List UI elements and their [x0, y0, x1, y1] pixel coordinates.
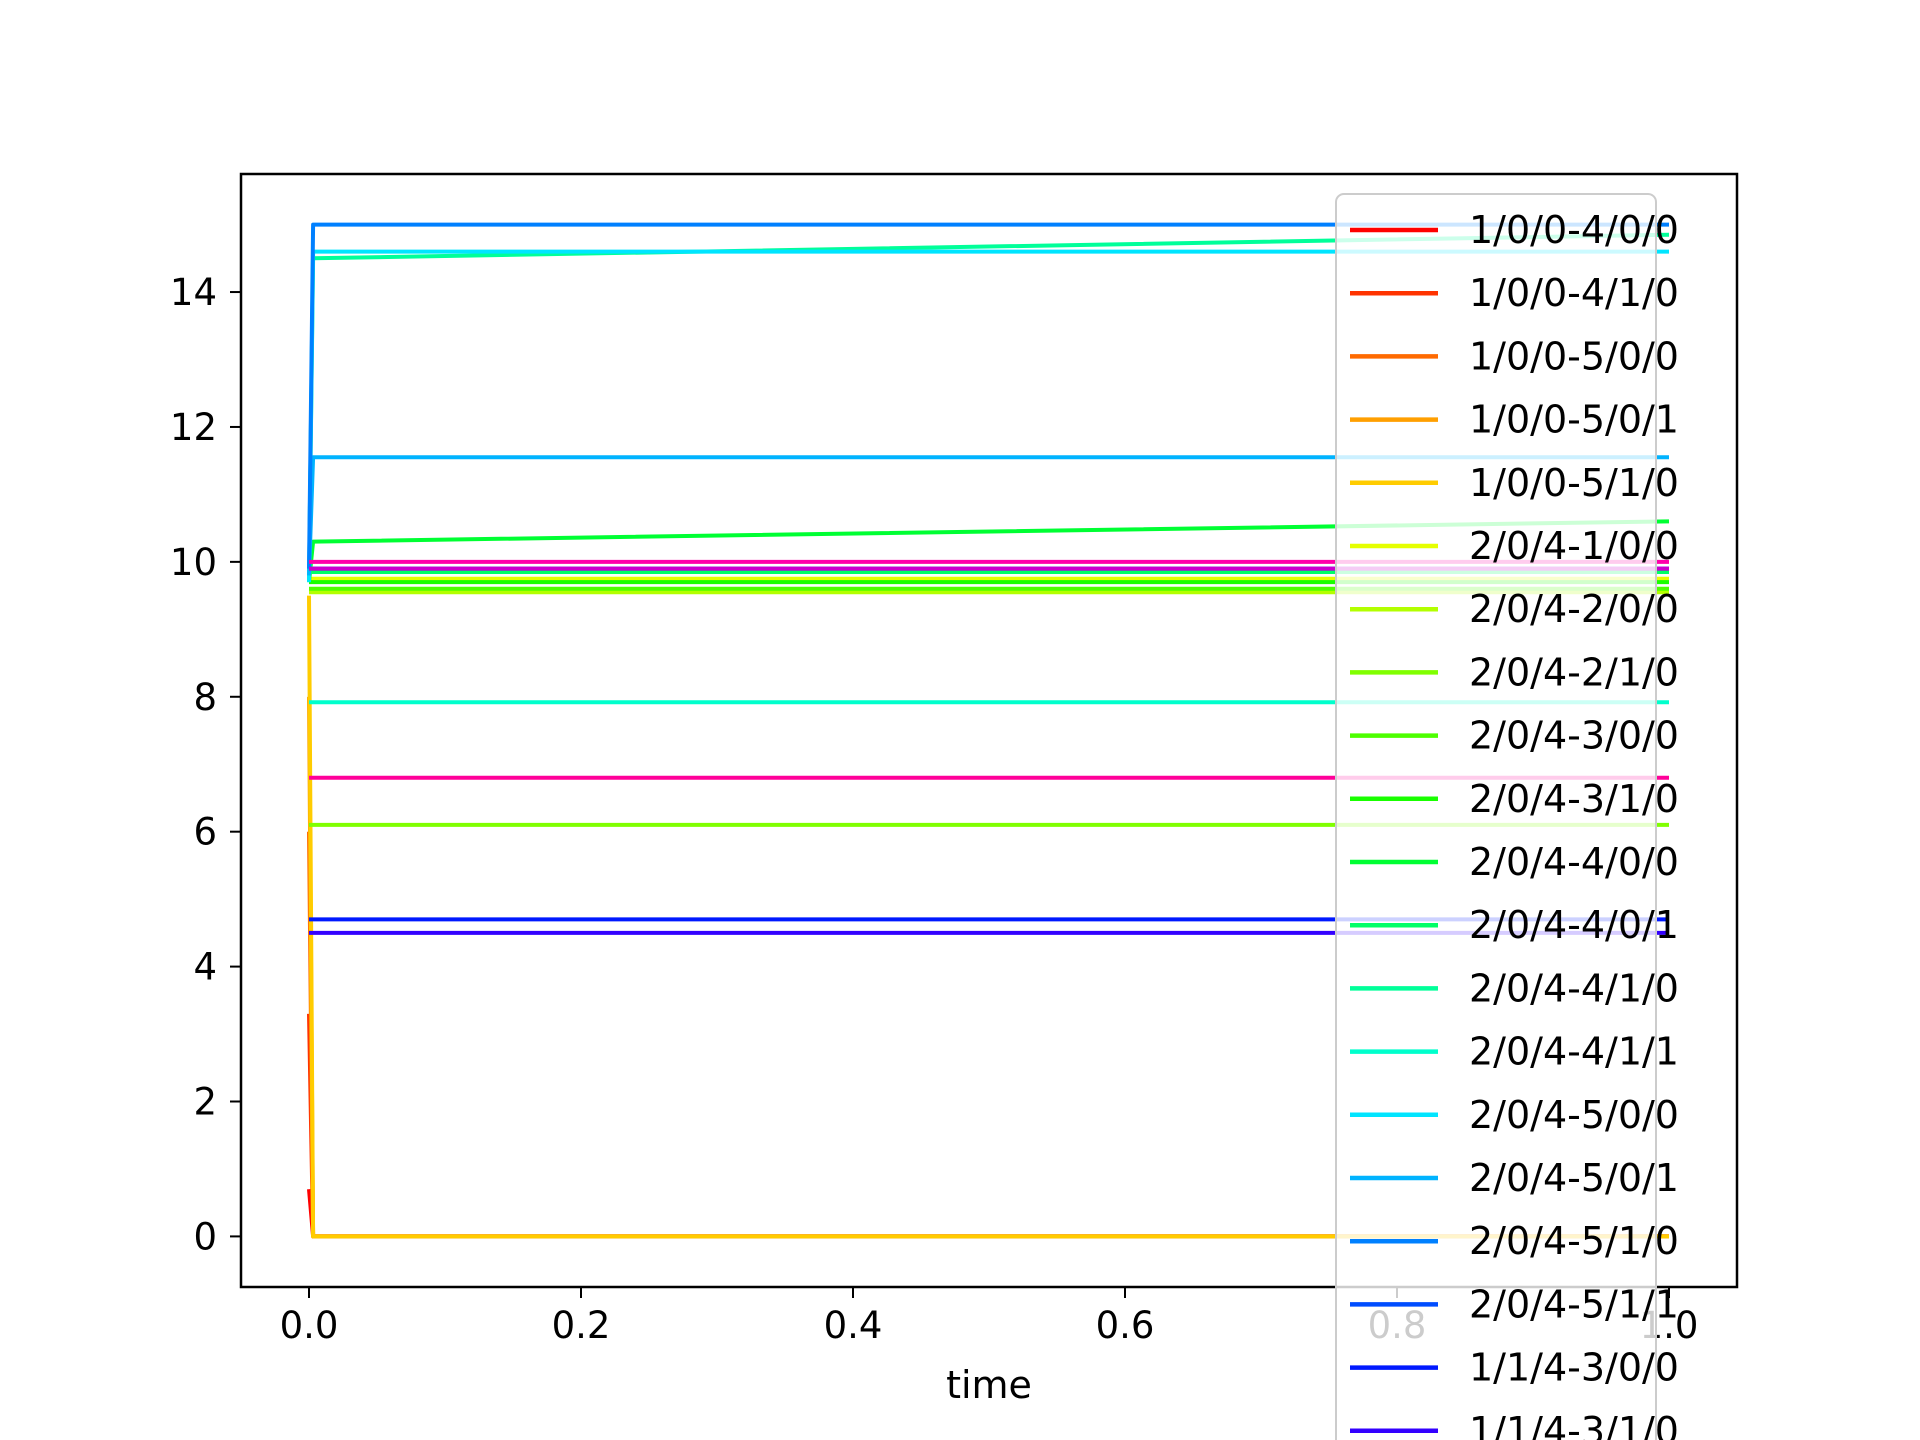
legend-entry: 2/0/4-2/0/0 — [1469, 587, 1679, 631]
x-tick-label: 0.0 — [280, 1304, 339, 1347]
x-tick-label: 0.2 — [552, 1304, 611, 1347]
plot-frame — [239, 172, 1739, 1289]
y-tick-label: 8 — [193, 676, 217, 719]
y-tick-label: 14 — [170, 271, 217, 314]
legend-entry: 2/0/4-1/0/0 — [1469, 524, 1679, 568]
y-tick-label: 2 — [193, 1081, 217, 1124]
x-tick-label: 0.6 — [1096, 1304, 1155, 1347]
legend-entry: 2/0/4-3/0/0 — [1469, 714, 1679, 758]
legend-entry: 2/0/4-4/1/0 — [1469, 966, 1679, 1010]
legend-entry: 2/0/4-3/1/0 — [1469, 777, 1679, 821]
legend-entry: 2/0/4-2/1/0 — [1469, 650, 1679, 694]
series-line-5 — [307, 595, 1669, 1239]
legend-entry: 1/0/0-5/0/1 — [1469, 398, 1679, 442]
x-axis-label: time — [946, 1363, 1032, 1407]
legend-entry: 1/0/0-5/1/0 — [1469, 461, 1679, 505]
legend-entry: 2/0/4-5/1/1 — [1469, 1282, 1679, 1326]
legend-entry: 1/1/4-3/1/0 — [1469, 1409, 1679, 1440]
legend-entry: 1/0/0-5/0/0 — [1469, 334, 1679, 378]
legend: 1/0/0-4/0/0 1/0/0-4/1/0 1/0/0-5/0/0 1/0/0-5… — [1335, 193, 1679, 1440]
legend-entry: 2/0/4-4/0/0 — [1469, 840, 1679, 884]
legend-entry: 2/0/4-4/1/1 — [1469, 1030, 1679, 1074]
y-tick-label: 12 — [170, 406, 217, 449]
legend-entry: 1/0/0-4/0/0 — [1469, 208, 1679, 252]
legend-entry: 2/0/4-5/0/1 — [1469, 1156, 1679, 1200]
y-tick-label: 4 — [193, 946, 217, 989]
legend-box — [1335, 193, 1657, 1440]
legend-entry: 2/0/4-4/0/1 — [1469, 903, 1679, 947]
series-line-17 — [307, 222, 1669, 569]
x-tick-label: 0.4 — [824, 1304, 883, 1347]
y-tick-label: 10 — [170, 541, 217, 584]
legend-entry: 1/0/0-4/1/0 — [1469, 271, 1679, 315]
legend-entry: 2/0/4-5/1/0 — [1469, 1219, 1679, 1263]
y-tick-label: 6 — [193, 811, 217, 854]
legend-entry: 2/0/4-5/0/0 — [1469, 1093, 1679, 1137]
legend-entry: 1/1/4-3/0/0 — [1469, 1346, 1679, 1390]
y-tick-label: 0 — [193, 1215, 217, 1258]
